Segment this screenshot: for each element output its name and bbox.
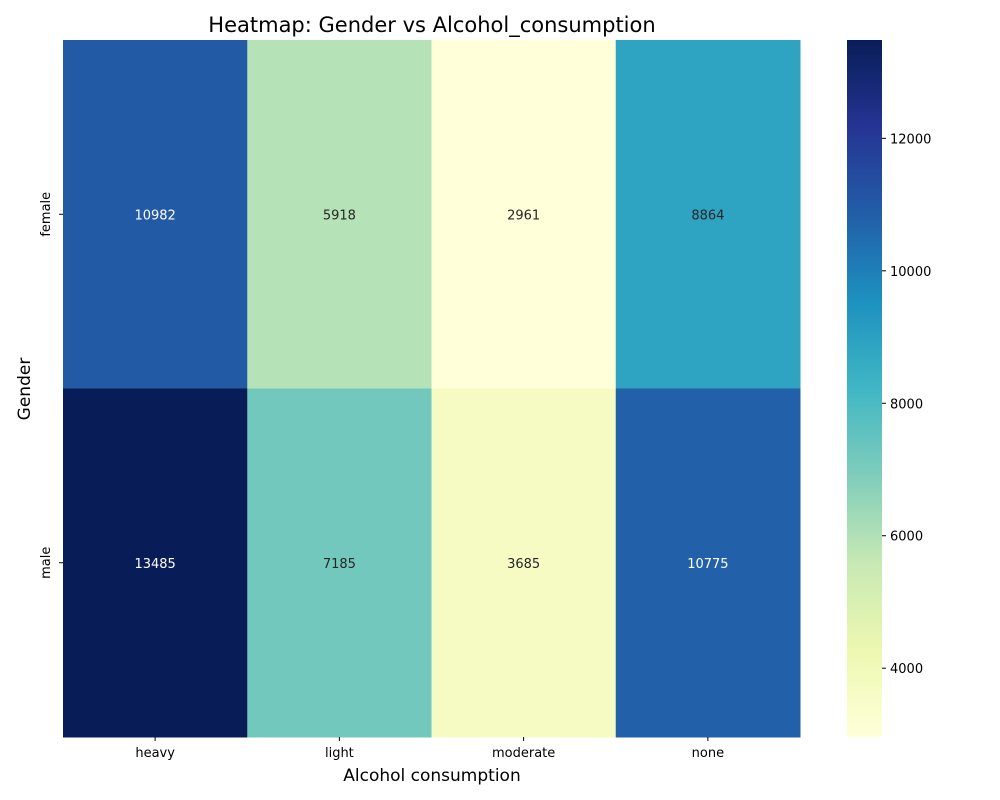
- heatmap-cell: [615, 388, 801, 738]
- x-tick-label: none: [692, 746, 724, 761]
- heatmap-cell-labels: 10982 5918 2961 8864 13485 7185 3685 10775: [134, 208, 728, 572]
- heatmap-cell: [63, 40, 248, 389]
- colorbar: [847, 40, 882, 737]
- chart-title: Heatmap: Gender vs Alcohol_consumption: [208, 13, 655, 38]
- heatmap-cells: [63, 40, 801, 738]
- y-tick-label: male: [39, 547, 54, 579]
- heatmap-cell: [63, 388, 248, 738]
- colorbar-tick-label: 6000: [890, 530, 923, 545]
- heatmap-cell: [247, 40, 432, 389]
- colorbar-ticks: 4000 6000 8000 10000 12000: [882, 132, 931, 677]
- y-axis-label: Gender: [15, 358, 35, 421]
- colorbar-tick-label: 12000: [890, 132, 931, 147]
- cell-value-label: 2961: [507, 208, 540, 223]
- y-tick-label: female: [39, 192, 54, 237]
- x-axis-ticks: heavy light moderate none: [135, 737, 724, 761]
- cell-value-label: 8864: [691, 208, 724, 223]
- colorbar-tick-label: 8000: [890, 397, 923, 412]
- cell-value-label: 7185: [323, 557, 356, 572]
- y-axis-ticks: female male: [39, 192, 63, 579]
- x-axis-label: Alcohol consumption: [343, 766, 520, 786]
- cell-value-label: 13485: [134, 557, 175, 572]
- x-tick-label: light: [325, 746, 354, 761]
- cell-value-label: 10982: [134, 208, 175, 223]
- x-tick-label: moderate: [492, 746, 555, 761]
- cell-value-label: 3685: [507, 557, 540, 572]
- cell-value-label: 5918: [323, 208, 356, 223]
- heatmap-cell: [431, 40, 617, 389]
- cell-value-label: 10775: [687, 557, 728, 572]
- x-tick-label: heavy: [135, 746, 175, 761]
- colorbar-tick-label: 10000: [890, 265, 931, 280]
- heatmap-cell: [615, 40, 801, 389]
- colorbar-tick-label: 4000: [890, 662, 923, 677]
- heatmap-cell: [247, 388, 432, 738]
- heatmap-cell: [431, 388, 617, 738]
